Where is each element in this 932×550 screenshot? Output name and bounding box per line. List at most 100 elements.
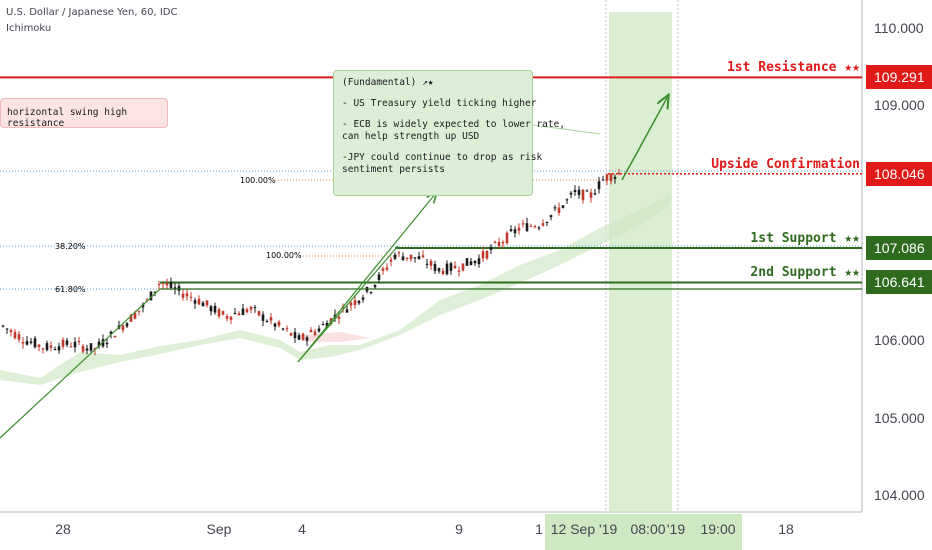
candles: [1, 168, 621, 356]
candle-body: [105, 342, 109, 345]
candle-body: [425, 263, 429, 265]
x-tick-4: 4: [298, 521, 306, 537]
candle-body: [477, 258, 481, 265]
candle-body: [21, 342, 25, 344]
fib-label-618: 61.80%: [55, 285, 86, 294]
x-highlight-date: 12 Sep '19: [550, 521, 618, 537]
candle-body: [577, 189, 581, 195]
level-label-support-1: 1st Support ★★: [750, 231, 860, 247]
candle-body: [397, 252, 401, 254]
candle-body: [189, 296, 193, 298]
candle-body: [137, 310, 141, 312]
price-tag-support-2: 106.641: [866, 270, 932, 295]
candle-body: [65, 340, 69, 345]
candle-body: [37, 344, 41, 348]
ichimoku-cloud-bear: [300, 332, 370, 342]
candle-body: [85, 348, 89, 351]
candle-body: [449, 263, 453, 271]
level-label-resistance: 1st Resistance ★★: [726, 60, 860, 76]
candle-body: [357, 300, 361, 304]
candle-body: [233, 312, 237, 314]
candle-body: [253, 307, 257, 309]
candle-body: [453, 265, 457, 269]
fib-label-upper-100: 100.00%: [240, 176, 276, 185]
candle-body: [17, 334, 21, 340]
candle-body: [529, 225, 533, 227]
candle-body: [405, 257, 409, 259]
candle-body: [593, 193, 597, 195]
candle-body: [201, 302, 205, 307]
x-axis-highlight: [545, 514, 742, 550]
candle-body: [89, 343, 93, 351]
level-label-confirmation: Upside Confirmation: [711, 156, 860, 172]
candle-body: [165, 283, 169, 286]
candle-body: [125, 323, 129, 327]
candle-body: [525, 223, 529, 232]
candle-body: [485, 250, 489, 259]
candle-body: [145, 299, 149, 301]
x-highlight-time-2: 19:00: [700, 521, 736, 537]
candle-body: [285, 328, 289, 330]
candle-body: [325, 322, 329, 329]
candle-body: [553, 207, 557, 209]
candle-body: [613, 176, 617, 179]
candle-body: [609, 173, 613, 182]
candle-body: [289, 333, 293, 336]
candle-body: [381, 268, 385, 271]
candle-body: [369, 292, 373, 294]
candle-body: [229, 316, 233, 320]
candle-body: [69, 346, 73, 348]
candle-body: [157, 283, 161, 285]
candle-body: [461, 263, 465, 271]
candle-body: [493, 241, 497, 243]
candle-body: [141, 304, 145, 308]
trendline-mid: [297, 245, 399, 363]
candle-body: [49, 345, 53, 348]
projection-arrow-1: [297, 193, 436, 363]
swing-high-callout[interactable]: horizontal swing high resistance: [0, 98, 168, 129]
indicator-label: Ichimoku: [6, 23, 52, 34]
candle-body: [473, 260, 477, 264]
candle-body: [257, 311, 261, 316]
candle-body: [345, 309, 349, 313]
candle-body: [41, 348, 45, 350]
candle-body: [433, 264, 437, 271]
note-line-1: - US Treasury yield ticking higher: [342, 98, 537, 109]
candle-body: [429, 260, 433, 266]
candle-body: [441, 270, 445, 275]
candle-body: [517, 227, 521, 231]
note-line-5: sentiment persists: [342, 164, 445, 175]
candle-body: [385, 267, 389, 270]
candle-body: [557, 207, 561, 213]
candle-body: [309, 329, 313, 333]
candle-body: [337, 317, 341, 319]
candle-body: [313, 331, 317, 335]
x-highlight-time-1: 08:00: [630, 521, 666, 537]
candle-body: [521, 223, 525, 225]
candle-body: [569, 192, 573, 195]
candle-body: [109, 331, 113, 334]
candle-body: [581, 189, 585, 201]
fundamental-note[interactable]: (Fundamental) ↗★ - US Treasury yield tic…: [333, 70, 565, 196]
candle-body: [497, 241, 501, 247]
projection-arrow-2: [621, 96, 668, 181]
candle-body: [469, 261, 473, 265]
candle-body: [293, 332, 297, 339]
candle-body: [29, 341, 33, 343]
note-line-3: can help strength up USD: [342, 131, 480, 142]
candle-body: [81, 345, 85, 352]
candle-body: [61, 339, 65, 347]
y-tick-109: 109.000: [874, 97, 925, 113]
note-line-title: (Fundamental) ↗★: [342, 77, 434, 88]
candle-body: [421, 255, 425, 258]
candle-body: [505, 232, 509, 244]
candle-body: [457, 270, 461, 272]
x-tick-1: 1: [535, 521, 543, 537]
fib-label-lower-100: 100.00%: [266, 251, 302, 260]
candle-body: [465, 258, 469, 266]
candle-body: [565, 199, 569, 201]
candle-body: [393, 254, 397, 259]
callout-text: horizontal swing high resistance: [7, 107, 128, 129]
candle-body: [269, 317, 273, 321]
